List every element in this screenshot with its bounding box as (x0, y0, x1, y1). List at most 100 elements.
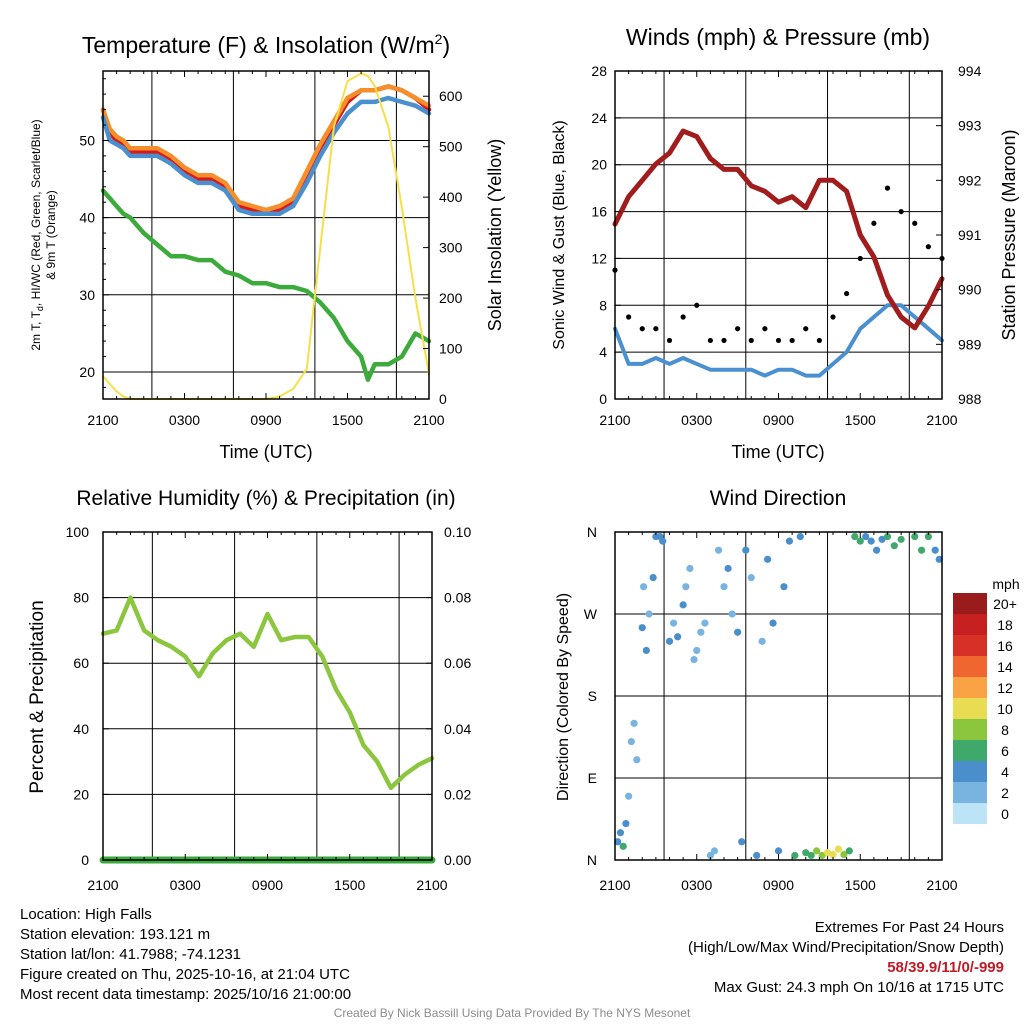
direction-point (616, 829, 625, 837)
x-tick-label: 2100 (599, 877, 630, 893)
insolation-ylabel: Solar Insolation (Yellow) (485, 139, 505, 331)
direction-point (813, 847, 821, 855)
y2-tick-label: 0.02 (444, 786, 471, 802)
temperature-title: Temperature (F) & Insolation (W/m2) (82, 31, 450, 58)
direction-point (742, 546, 750, 554)
x-tick-label: 2100 (87, 412, 118, 428)
colorbar-swatch (953, 635, 987, 656)
station-info: Location: High Falls Station elevation: … (20, 905, 351, 1005)
direction-point (834, 845, 843, 853)
y-tick-label: 0 (81, 852, 89, 868)
y2-tick-label: 500 (439, 139, 463, 155)
direction-point (627, 737, 635, 746)
y-tick-label: N (587, 524, 597, 540)
y-tick-label: 28 (591, 63, 607, 79)
y-tick-label: 50 (79, 132, 95, 148)
direction-point (710, 847, 719, 855)
data-timestamp: Most recent data timestamp: 2025/10/16 2… (20, 986, 352, 1003)
direction-point (638, 624, 646, 632)
gust-point (775, 337, 782, 344)
direction-point (734, 628, 742, 636)
direction-point (753, 851, 761, 860)
credit-line: Created By Nick Bassill Using Data Provi… (333, 1006, 691, 1020)
direction-point (738, 838, 746, 846)
gust-point (748, 337, 754, 344)
direction-point (659, 537, 667, 545)
direction-point (878, 535, 886, 543)
wind-direction-points (614, 532, 943, 860)
y-tick-label: S (588, 688, 597, 704)
winds-title: Winds (mph) & Pressure (mb) (626, 24, 930, 50)
humidity-panel: Relative Humidity (%) & Precipitation (i… (27, 487, 471, 893)
y2-tick-label: 0.10 (444, 524, 471, 540)
y2-tick-label: 600 (439, 88, 463, 104)
x-tick-label: 1500 (845, 877, 876, 893)
series-blue (613, 303, 944, 378)
gust-point (666, 337, 673, 344)
gust-point (762, 326, 768, 332)
gust-point (789, 337, 795, 344)
colorbar-label: 16 (997, 638, 1013, 654)
colorbar-unit: mph (992, 576, 1019, 592)
colorbar-swatch (953, 803, 987, 824)
y2-tick-label: 989 (958, 336, 982, 352)
direction-point (780, 583, 788, 591)
x-tick-label: 1500 (845, 412, 876, 428)
direction-point (645, 610, 653, 618)
colorbar-swatch (953, 593, 987, 614)
x-tick-label: 2100 (416, 877, 447, 893)
colorbar-label: 0 (1001, 806, 1009, 822)
direction-point (823, 849, 832, 857)
wind-direction-ylabel: Direction (Colored By Speed) (555, 593, 572, 801)
colorbar-swatch (953, 698, 987, 719)
gust-point (721, 337, 727, 344)
y2-tick-label: 0.06 (444, 655, 471, 671)
humidity-grid (103, 532, 432, 860)
gust-point (925, 244, 931, 250)
y-tick-label: E (588, 770, 597, 786)
colorbar-label: 10 (997, 701, 1013, 717)
direction-point (802, 849, 810, 857)
winds-xlabel: Time (UTC) (731, 442, 824, 462)
colorbar-label: 6 (1001, 743, 1009, 759)
colorbar-label: 2 (1001, 785, 1009, 801)
direction-point (630, 719, 638, 727)
y-tick-label: 16 (591, 204, 607, 220)
series-maroon (612, 128, 945, 331)
station-elevation: Station elevation: 193.121 m (20, 926, 211, 943)
direction-point (674, 633, 682, 641)
y-tick-label: 20 (591, 157, 607, 173)
direction-point (873, 546, 881, 554)
direction-point (747, 573, 755, 582)
direction-point (665, 637, 674, 645)
y-tick-label: 40 (79, 210, 95, 226)
colorbar-label: 20+ (993, 596, 1017, 612)
y2-tick-label: 991 (958, 227, 982, 243)
temperature-panel: Temperature (F) & Insolation (W/m2) 2100… (29, 31, 505, 462)
gust-point (898, 208, 904, 215)
gust-point (830, 314, 836, 320)
direction-point (867, 537, 875, 545)
y2-tick-label: 400 (439, 189, 463, 205)
wind-direction-title: Wind Direction (710, 487, 847, 510)
series-humidity (100, 595, 435, 791)
direction-point (862, 532, 870, 541)
station-latlon: Station lat/lon: 41.7988; -74.1231 (20, 946, 242, 963)
gust-point (639, 326, 645, 332)
direction-point (614, 838, 622, 846)
x-tick-label: 0300 (681, 877, 712, 893)
direction-point (890, 542, 898, 550)
direction-point (633, 756, 641, 764)
wind-direction-panel: Wind Direction 2100 0300 0900 1500 2100NESWN… (555, 487, 1020, 893)
humidity-ticks: 2100 0300 0900 1500 2100 0 20 40 60 80 100 0.00 0.02… (66, 524, 472, 893)
gust-point (857, 255, 863, 262)
gust-point (871, 220, 877, 226)
y2-tick-label: 300 (439, 240, 463, 256)
y-tick-label: 20 (73, 786, 89, 802)
y-tick-label: 4 (599, 344, 607, 360)
wind-direction-grid (615, 532, 942, 860)
colorbar-swatch (953, 761, 987, 782)
temperature-ticks: 2100 0300 0900 1500 210020304050010020030040… (79, 71, 463, 428)
